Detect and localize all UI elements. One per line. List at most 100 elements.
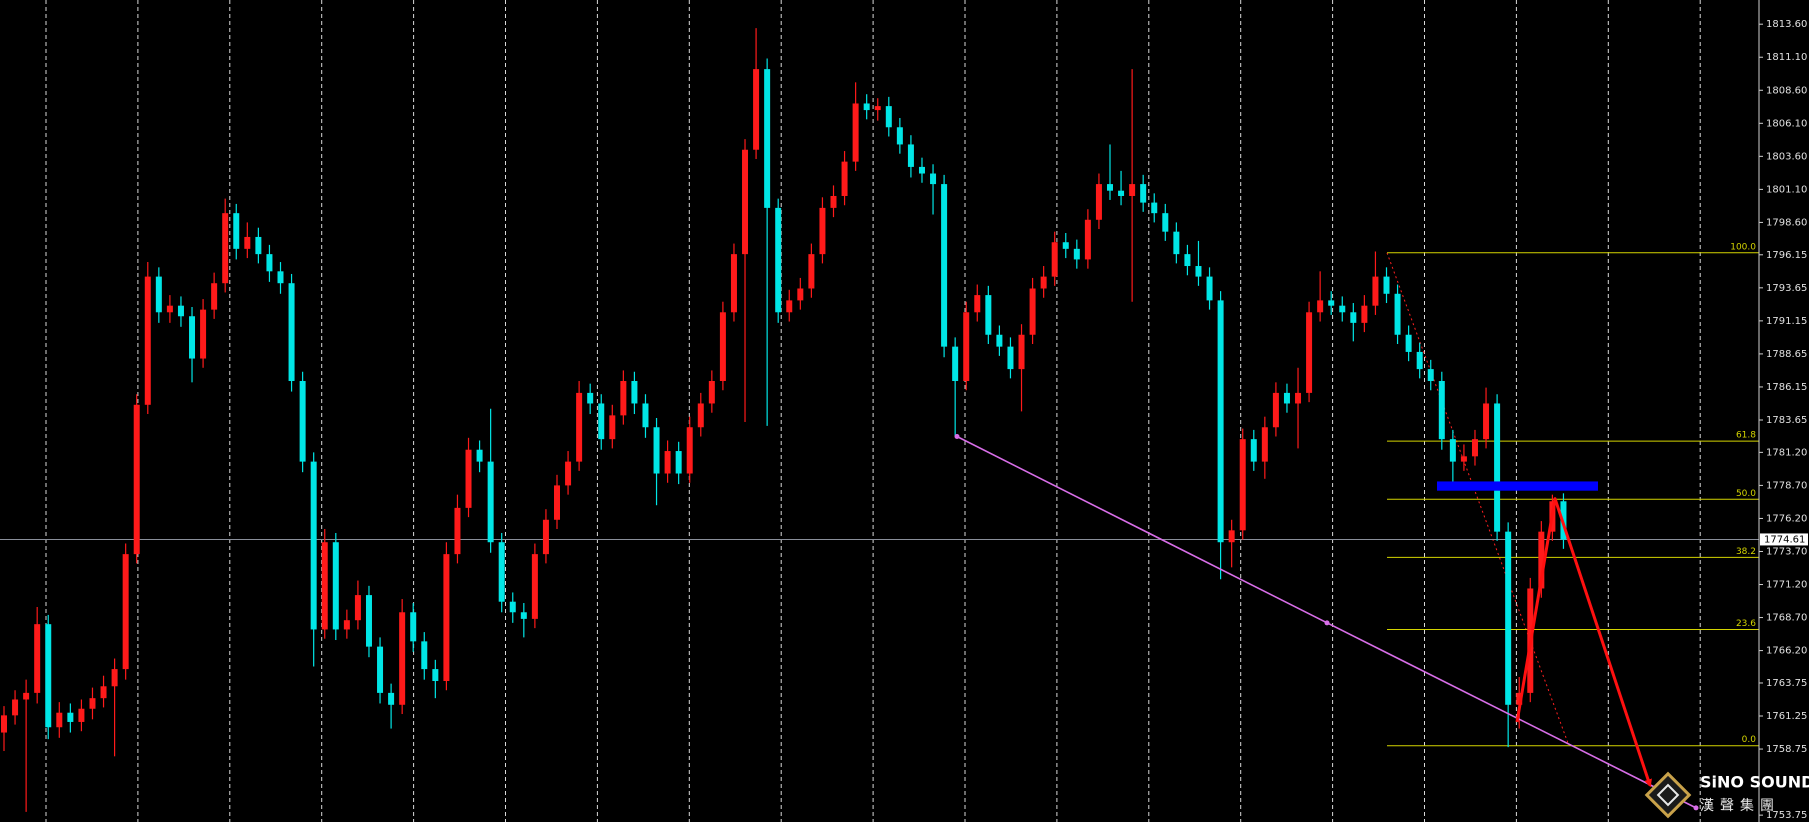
separators xyxy=(45,0,1701,822)
candle-body xyxy=(211,283,218,310)
candle-body xyxy=(885,106,892,128)
candle-body xyxy=(454,507,461,555)
y-tick-label: 1773.70 xyxy=(1766,546,1807,557)
candle-body xyxy=(399,612,406,705)
candle-body xyxy=(299,381,306,462)
fib-label: 61.8 xyxy=(1736,431,1756,441)
candle-body xyxy=(266,254,273,272)
y-tick-label: 1811.10 xyxy=(1766,52,1807,63)
y-tick-label: 1763.75 xyxy=(1766,678,1807,689)
logo: SiNO SOUND 漢聲集團 xyxy=(1644,771,1809,819)
fib-label: 23.6 xyxy=(1736,619,1756,629)
candle-body xyxy=(1129,184,1136,196)
candle-body xyxy=(841,161,848,196)
candle-body xyxy=(144,276,151,405)
candle-body xyxy=(675,451,682,474)
candle-body xyxy=(764,69,771,208)
candle-body xyxy=(1538,531,1545,589)
candle-body xyxy=(487,461,494,543)
logo-inner xyxy=(1656,783,1680,807)
candle-body xyxy=(907,144,914,167)
candle-body xyxy=(1460,456,1467,462)
candle-body xyxy=(1173,231,1180,255)
candle-body xyxy=(1350,312,1357,323)
candle-body xyxy=(1494,403,1501,532)
candle-body xyxy=(1228,530,1235,543)
candle-body xyxy=(421,641,428,670)
y-tick-label: 1768.70 xyxy=(1766,613,1807,624)
y-tick-label: 1803.60 xyxy=(1766,151,1807,162)
candle-body xyxy=(1140,184,1147,203)
candle-body xyxy=(1405,334,1412,352)
candle-body xyxy=(554,485,560,520)
y-tick-label: 1781.20 xyxy=(1766,447,1807,458)
candle-body xyxy=(476,449,483,462)
candle-body xyxy=(122,554,129,670)
fib-label: 50.0 xyxy=(1736,489,1756,499)
candle-body xyxy=(1505,531,1512,705)
candle-body xyxy=(321,542,328,630)
candle-body xyxy=(1361,305,1368,323)
y-tick-label: 1796.15 xyxy=(1766,250,1807,261)
candle-body xyxy=(1416,351,1423,370)
candle-body xyxy=(775,207,782,313)
candle-body xyxy=(288,283,295,382)
fib-label: 0.0 xyxy=(1742,735,1757,745)
candle-body xyxy=(697,403,704,428)
y-tick-label: 1801.10 xyxy=(1766,184,1807,195)
candle-body xyxy=(1516,692,1523,705)
fib-label: 100.0 xyxy=(1730,242,1756,252)
candle-body xyxy=(1306,312,1313,393)
candle-body xyxy=(189,316,196,359)
candle-body xyxy=(45,624,52,728)
current-price-label: 1774.61 xyxy=(1764,534,1805,545)
candle-body xyxy=(609,415,616,440)
candle-body xyxy=(465,449,472,508)
candle-body xyxy=(985,295,992,335)
candle-body xyxy=(432,669,439,681)
trendline-anchor xyxy=(1693,805,1699,811)
candle-body xyxy=(786,300,793,313)
candle-body xyxy=(996,334,1003,347)
forecast-arrow xyxy=(1515,497,1652,788)
candle-body xyxy=(100,686,107,699)
candle-body xyxy=(1073,248,1080,260)
candle-body xyxy=(1295,392,1302,404)
candle-body xyxy=(631,381,638,404)
candle-body xyxy=(23,692,30,700)
logo-name: SiNO SOUND xyxy=(1700,773,1809,792)
candle-body xyxy=(1051,242,1058,277)
candle-body xyxy=(177,305,184,317)
candle-body xyxy=(520,612,527,619)
candle-body xyxy=(941,184,948,347)
candle-body xyxy=(542,519,549,555)
candle-body xyxy=(34,624,41,693)
candle-body xyxy=(200,309,207,359)
candle-body xyxy=(952,346,959,382)
y-tick-label: 1813.60 xyxy=(1766,19,1807,30)
candle-body xyxy=(587,392,594,404)
candle-body xyxy=(1007,346,1014,370)
candle-body xyxy=(1239,439,1246,531)
candle-body xyxy=(1206,276,1213,301)
candle-body xyxy=(1283,392,1290,404)
candle-body xyxy=(166,305,173,313)
candle-body xyxy=(1,715,7,733)
candle-body xyxy=(598,403,605,440)
candle-body xyxy=(509,601,516,613)
candle-body xyxy=(255,236,262,255)
candle-body xyxy=(1040,276,1047,289)
price-axis: 1813.60 1811.10 1808.60 1806.10 1803.60 1801.… xyxy=(1759,19,1808,821)
y-tick-label: 1753.75 xyxy=(1766,810,1807,821)
candle-body xyxy=(1095,184,1102,220)
candle-body xyxy=(1084,219,1091,260)
candle-body xyxy=(1029,288,1036,335)
current-price-box xyxy=(1760,533,1808,546)
candle-body xyxy=(531,554,538,619)
candle-body xyxy=(1427,369,1434,382)
candle-body xyxy=(808,254,815,289)
candle-body xyxy=(918,166,925,174)
candle-body xyxy=(89,698,96,709)
